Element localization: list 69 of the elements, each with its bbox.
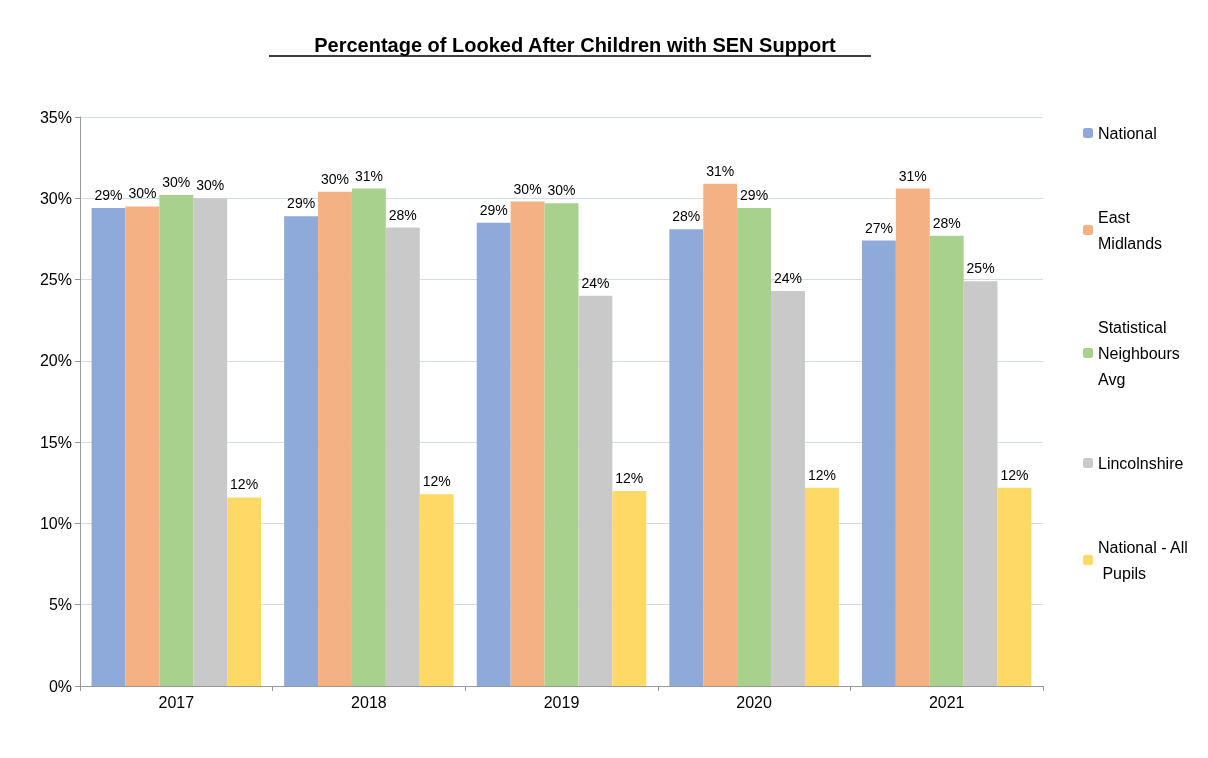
bar — [612, 490, 647, 686]
y-tick-label: 25% — [39, 271, 72, 289]
data-label: 28% — [388, 206, 417, 223]
y-tick-label: 35% — [39, 108, 72, 126]
data-label: 27% — [864, 219, 893, 236]
bar — [895, 188, 930, 686]
bar — [578, 295, 613, 686]
legend-label: National - All Pupils — [1098, 538, 1188, 582]
data-label: 29% — [287, 195, 316, 212]
data-label: 30% — [128, 185, 157, 202]
bar — [419, 494, 454, 686]
x-tick-label: 2019 — [543, 693, 580, 711]
data-label: 30% — [320, 170, 350, 187]
y-tick-label: 10% — [39, 514, 72, 532]
bar — [284, 216, 319, 686]
chart-title: Percentage of Looked After Children with SEN Support — [314, 34, 837, 56]
data-label: 31% — [898, 167, 927, 184]
bar — [771, 290, 805, 686]
legend-label: National — [1098, 124, 1157, 142]
data-label: 28% — [672, 208, 701, 225]
data-label: 24% — [773, 269, 803, 286]
legend-label: Statistical Neighbours Avg — [1098, 318, 1185, 388]
bar — [91, 208, 126, 686]
data-label: 29% — [94, 187, 123, 204]
bar — [804, 487, 839, 686]
y-tick-label: 15% — [39, 433, 72, 451]
bar — [997, 487, 1032, 686]
y-tick-label: 5% — [48, 596, 72, 614]
data-label: 25% — [966, 260, 995, 277]
x-tick-label: 2020 — [736, 693, 772, 711]
data-label: 28% — [932, 214, 961, 231]
x-tick-label: 2018 — [351, 693, 387, 711]
data-label: 31% — [354, 167, 383, 184]
bar — [963, 281, 998, 686]
data-label: 24% — [581, 274, 610, 291]
bar — [737, 208, 772, 686]
data-label: 29% — [740, 187, 769, 204]
bar — [703, 183, 738, 686]
data-label: 30% — [547, 182, 576, 199]
bar — [385, 227, 420, 686]
bar — [476, 222, 511, 686]
data-label: 30% — [196, 177, 225, 194]
bar — [193, 198, 228, 686]
y-tick-label: 30% — [39, 189, 72, 207]
bar — [351, 188, 386, 686]
bar — [861, 240, 896, 686]
legend-label: East Midlands — [1098, 208, 1163, 252]
bar — [929, 235, 964, 686]
data-label: 12% — [807, 466, 836, 483]
data-label: 12% — [615, 469, 644, 486]
data-label: 12% — [230, 476, 259, 493]
bar — [125, 206, 160, 686]
bar — [544, 203, 579, 686]
bar — [318, 191, 352, 686]
data-label: 29% — [479, 201, 508, 218]
bar — [669, 229, 704, 686]
data-label: 12% — [422, 473, 451, 490]
y-tick-label: 20% — [39, 352, 72, 370]
bar — [227, 497, 262, 686]
data-label: 30% — [162, 174, 191, 191]
data-label: 30% — [513, 180, 542, 197]
bar — [159, 195, 194, 686]
y-tick-label: 0% — [48, 677, 72, 695]
x-tick-label: 2017 — [158, 693, 195, 711]
legend-label: Lincolnshire — [1098, 454, 1184, 472]
data-label: 31% — [706, 162, 735, 179]
data-label: 12% — [1000, 466, 1029, 483]
x-tick-label: 2021 — [928, 693, 965, 711]
bar — [510, 201, 545, 686]
